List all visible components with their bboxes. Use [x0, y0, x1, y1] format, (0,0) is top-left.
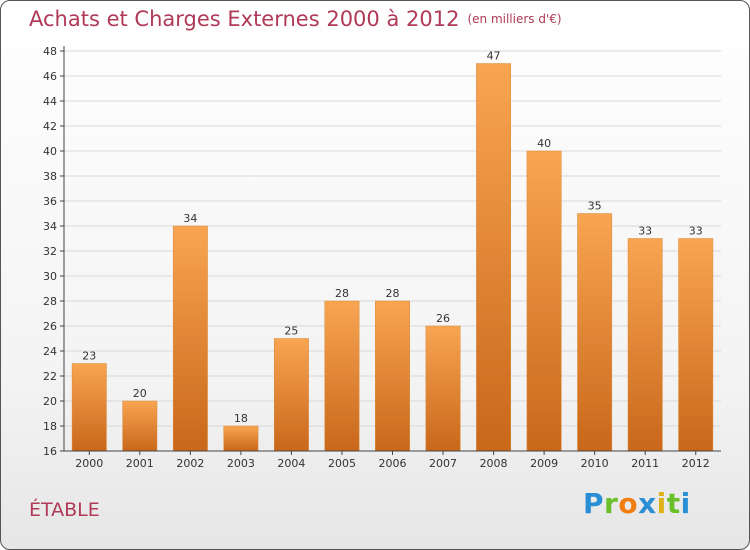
y-tick-label: 44 — [43, 95, 57, 108]
x-tick-label: 2009 — [530, 457, 558, 470]
y-tick-label: 48 — [43, 45, 57, 58]
data-label: 25 — [284, 325, 298, 338]
y-tick-label: 22 — [43, 370, 57, 383]
bar — [223, 425, 259, 452]
y-tick-label: 32 — [43, 245, 57, 258]
x-tick-label: 2012 — [682, 457, 710, 470]
commune-name: ÉTABLE — [29, 499, 100, 521]
x-tick-label: 2008 — [480, 457, 508, 470]
bar — [122, 400, 158, 452]
bar — [71, 363, 107, 452]
y-tick-label: 38 — [43, 170, 57, 183]
logo-letter: x — [638, 487, 657, 520]
data-label: 33 — [638, 225, 652, 238]
y-tick-label: 46 — [43, 70, 57, 83]
x-tick-label: 2002 — [176, 457, 204, 470]
logo-letter: t — [666, 487, 681, 520]
x-tick-label: 2006 — [379, 457, 407, 470]
x-tick-label: 2007 — [429, 457, 457, 470]
data-label: 20 — [133, 387, 147, 400]
bar — [476, 63, 512, 452]
data-label: 34 — [183, 212, 197, 225]
y-tick-label: 40 — [43, 145, 57, 158]
logo-letter: i — [656, 487, 667, 520]
bar — [627, 238, 663, 452]
chart-title: Achats et Charges Externes 2000 à 2012 (e… — [29, 7, 562, 31]
chart-unit-label: (en milliers d'€) — [467, 12, 562, 26]
y-tick-label: 28 — [43, 295, 57, 308]
bar — [425, 325, 461, 452]
y-tick-label: 42 — [43, 120, 57, 133]
data-label: 33 — [689, 225, 703, 238]
logo-letter: P — [583, 487, 605, 520]
proxiti-logo: Proxiti — [583, 487, 691, 520]
x-tick-label: 2003 — [227, 457, 255, 470]
bar — [678, 238, 714, 452]
bar — [526, 150, 562, 452]
bar — [577, 213, 613, 452]
y-tick-label: 18 — [43, 420, 57, 433]
y-tick-label: 36 — [43, 195, 57, 208]
data-label: 47 — [487, 50, 501, 63]
data-label: 35 — [588, 200, 602, 213]
bar — [273, 338, 309, 452]
y-tick-label: 26 — [43, 320, 57, 333]
y-tick-label: 34 — [43, 220, 57, 233]
y-tick-label: 16 — [43, 445, 57, 458]
x-tick-label: 2011 — [631, 457, 659, 470]
x-tick-label: 2005 — [328, 457, 356, 470]
data-label: 28 — [386, 287, 400, 300]
bar — [375, 300, 410, 452]
x-tick-label: 2004 — [277, 457, 305, 470]
chart-title-text: Achats et Charges Externes 2000 à 2012 — [29, 7, 460, 31]
bar — [172, 225, 208, 452]
y-tick-label: 20 — [43, 395, 57, 408]
x-tick-label: 2010 — [581, 457, 609, 470]
data-label: 26 — [436, 312, 450, 325]
x-tick-label: 2000 — [75, 457, 103, 470]
y-tick-label: 24 — [43, 345, 57, 358]
logo-letter: r — [604, 487, 619, 520]
data-label: 18 — [234, 412, 248, 425]
y-tick-label: 30 — [43, 270, 57, 283]
bar — [324, 300, 360, 452]
data-label: 28 — [335, 287, 349, 300]
x-tick-label: 2001 — [126, 457, 154, 470]
logo-letter: o — [618, 487, 639, 520]
logo-letter: i — [680, 487, 691, 520]
data-label: 23 — [82, 350, 96, 363]
data-label: 40 — [537, 137, 551, 150]
